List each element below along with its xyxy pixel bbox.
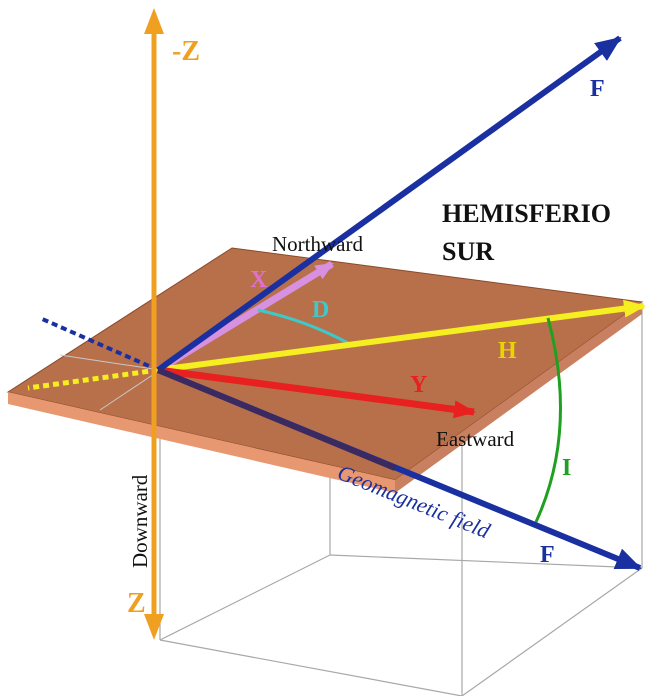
h-vector <box>157 299 646 373</box>
plane-right-edge <box>395 302 642 493</box>
z-label: Z <box>127 588 146 619</box>
dotted-h-extension <box>27 367 159 391</box>
neg-z-arrowhead <box>144 8 164 34</box>
f-bottom-label: F <box>540 542 555 568</box>
hemisphere-label-line2: SUR <box>442 237 494 266</box>
horizontal-plane <box>6 247 644 493</box>
y-vector <box>157 366 476 419</box>
f-top-label: F <box>590 76 605 102</box>
i-arc <box>534 317 562 523</box>
z-arrowhead <box>144 614 164 640</box>
downward-label: Downward <box>128 474 152 568</box>
d-arc <box>257 308 349 345</box>
f-upward-vector <box>156 35 622 373</box>
i-label: I <box>562 455 571 481</box>
hemisphere-label-line1: HEMISFERIO <box>442 199 611 228</box>
y-label: Y <box>410 372 427 398</box>
plane-front-edge <box>8 392 395 493</box>
h-label: H <box>498 338 517 364</box>
d-label: D <box>312 297 329 323</box>
northward-label: Northward <box>272 232 363 256</box>
plane-top-surface <box>6 247 644 481</box>
x-label: X <box>250 267 268 293</box>
eastward-label: Eastward <box>436 427 515 451</box>
neg-z-label: -Z <box>172 36 200 67</box>
dotted-north-extension <box>39 316 159 372</box>
f-downward-hidden-part <box>156 367 397 471</box>
